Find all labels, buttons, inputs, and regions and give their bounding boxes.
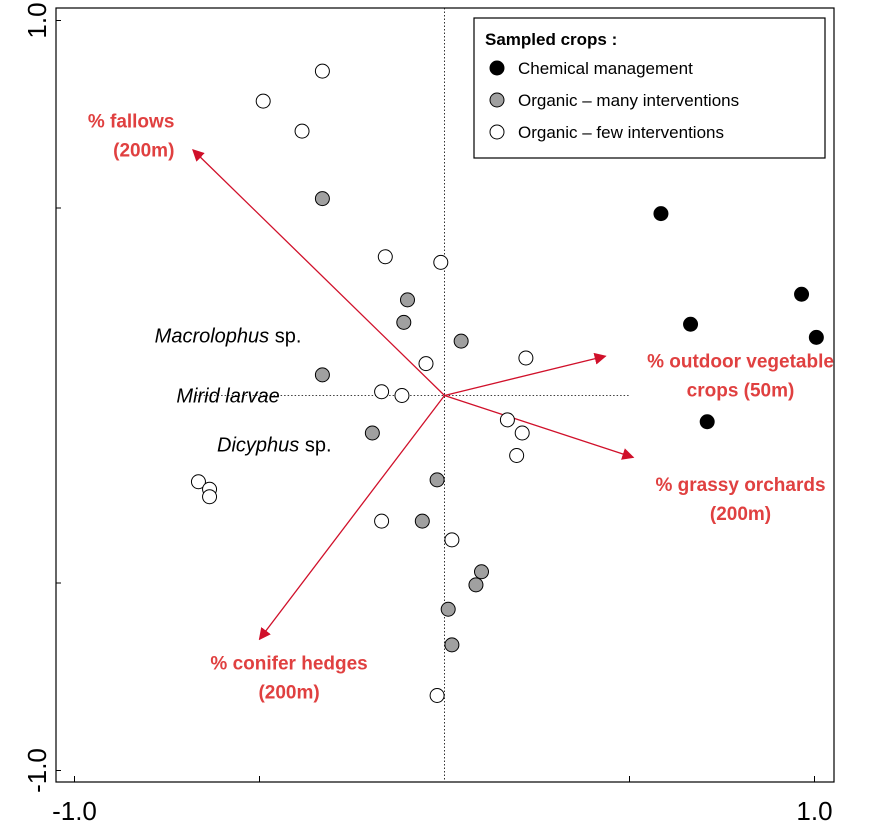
- data-point: [444, 532, 460, 548]
- species-name: Macrolophus: [155, 326, 270, 348]
- data-point: [518, 350, 534, 366]
- species-suffix: sp.: [269, 326, 301, 348]
- arrow-label-line: (200m): [258, 682, 319, 703]
- species-name: Mirid larvae: [176, 386, 279, 408]
- species-suffix: sp.: [299, 434, 331, 456]
- data-point: [396, 314, 412, 330]
- legend-box: [473, 17, 826, 159]
- species-name: Dicyphus: [217, 434, 299, 456]
- data-point: [364, 425, 380, 441]
- data-point: [444, 637, 460, 653]
- arrow-vector: [444, 352, 607, 397]
- plot-frame: [55, 7, 835, 783]
- data-point: [474, 564, 489, 580]
- reference-lines: [196, 8, 630, 782]
- legend-marker: [489, 92, 505, 108]
- data-point: [377, 249, 393, 265]
- arrow-label-line: % fallows: [88, 111, 175, 132]
- data-point: [429, 472, 445, 488]
- data-point: [314, 191, 330, 207]
- arrow-label-line: (200m): [710, 504, 771, 525]
- data-point: [294, 123, 310, 139]
- legend-marker: [489, 60, 505, 76]
- x-tick-label: 1.0: [796, 796, 832, 825]
- data-point: [418, 356, 434, 372]
- axes-ticks: -1.0 1.0 -1.0 1.0: [22, 2, 833, 825]
- data-point: [314, 63, 330, 79]
- data-point: [808, 329, 824, 345]
- data-points: [190, 63, 824, 703]
- legend-marker: [489, 124, 505, 140]
- data-point: [794, 286, 810, 302]
- arrow-vector: [258, 395, 446, 641]
- species-label: Macrolophus sp.: [155, 326, 302, 348]
- data-point: [374, 384, 390, 400]
- arrow-label-line: (200m): [113, 140, 174, 161]
- legend-label: Organic – few interventions: [518, 123, 724, 142]
- legend-label: Chemical management: [518, 59, 693, 78]
- legend: Sampled crops : Chemical management Organi…: [473, 17, 826, 159]
- arrows: % fallows (200m) % outdoor vegetable crops …: [88, 111, 834, 703]
- data-point: [414, 513, 430, 529]
- data-point: [468, 577, 484, 593]
- arrow-vector: [444, 394, 635, 460]
- data-point: [255, 93, 271, 109]
- legend-title: Sampled crops :: [485, 30, 617, 49]
- y-tick-label: 1.0: [22, 2, 52, 38]
- x-tick-label: -1.0: [52, 796, 97, 825]
- species-labels: Macrolophus sp. Mirid larvae Dicyphus sp.: [155, 326, 332, 457]
- data-point: [314, 367, 330, 383]
- data-point: [453, 333, 469, 349]
- arrow-label: % outdoor vegetable crops (50m): [647, 351, 834, 401]
- arrow-vector: [192, 149, 445, 396]
- arrow-label-line: crops (50m): [687, 380, 795, 401]
- data-point: [190, 474, 206, 490]
- y-tick-label: -1.0: [22, 748, 52, 793]
- data-point: [433, 254, 449, 270]
- data-point: [394, 388, 410, 403]
- data-point: [683, 316, 699, 332]
- species-label: Mirid larvae: [176, 386, 279, 408]
- data-point: [699, 414, 715, 430]
- data-point: [202, 489, 218, 505]
- legend-label: Organic – many interventions: [518, 91, 739, 110]
- arrow-label-line: % conifer hedges: [210, 653, 367, 674]
- data-point: [429, 688, 445, 703]
- data-point: [374, 513, 390, 529]
- data-point: [514, 425, 530, 441]
- data-point: [653, 206, 669, 222]
- species-label: Dicyphus sp.: [217, 434, 332, 456]
- arrow-label: % grassy orchards (200m): [655, 475, 825, 525]
- data-point: [400, 292, 415, 308]
- data-point: [509, 448, 525, 463]
- arrow-label-line: % outdoor vegetable: [647, 351, 834, 372]
- arrow-label: % fallows (200m): [88, 111, 175, 161]
- arrow-label-line: % grassy orchards: [655, 475, 825, 496]
- data-point: [499, 412, 515, 428]
- data-point: [440, 601, 456, 617]
- arrow-label: % conifer hedges (200m): [210, 653, 367, 703]
